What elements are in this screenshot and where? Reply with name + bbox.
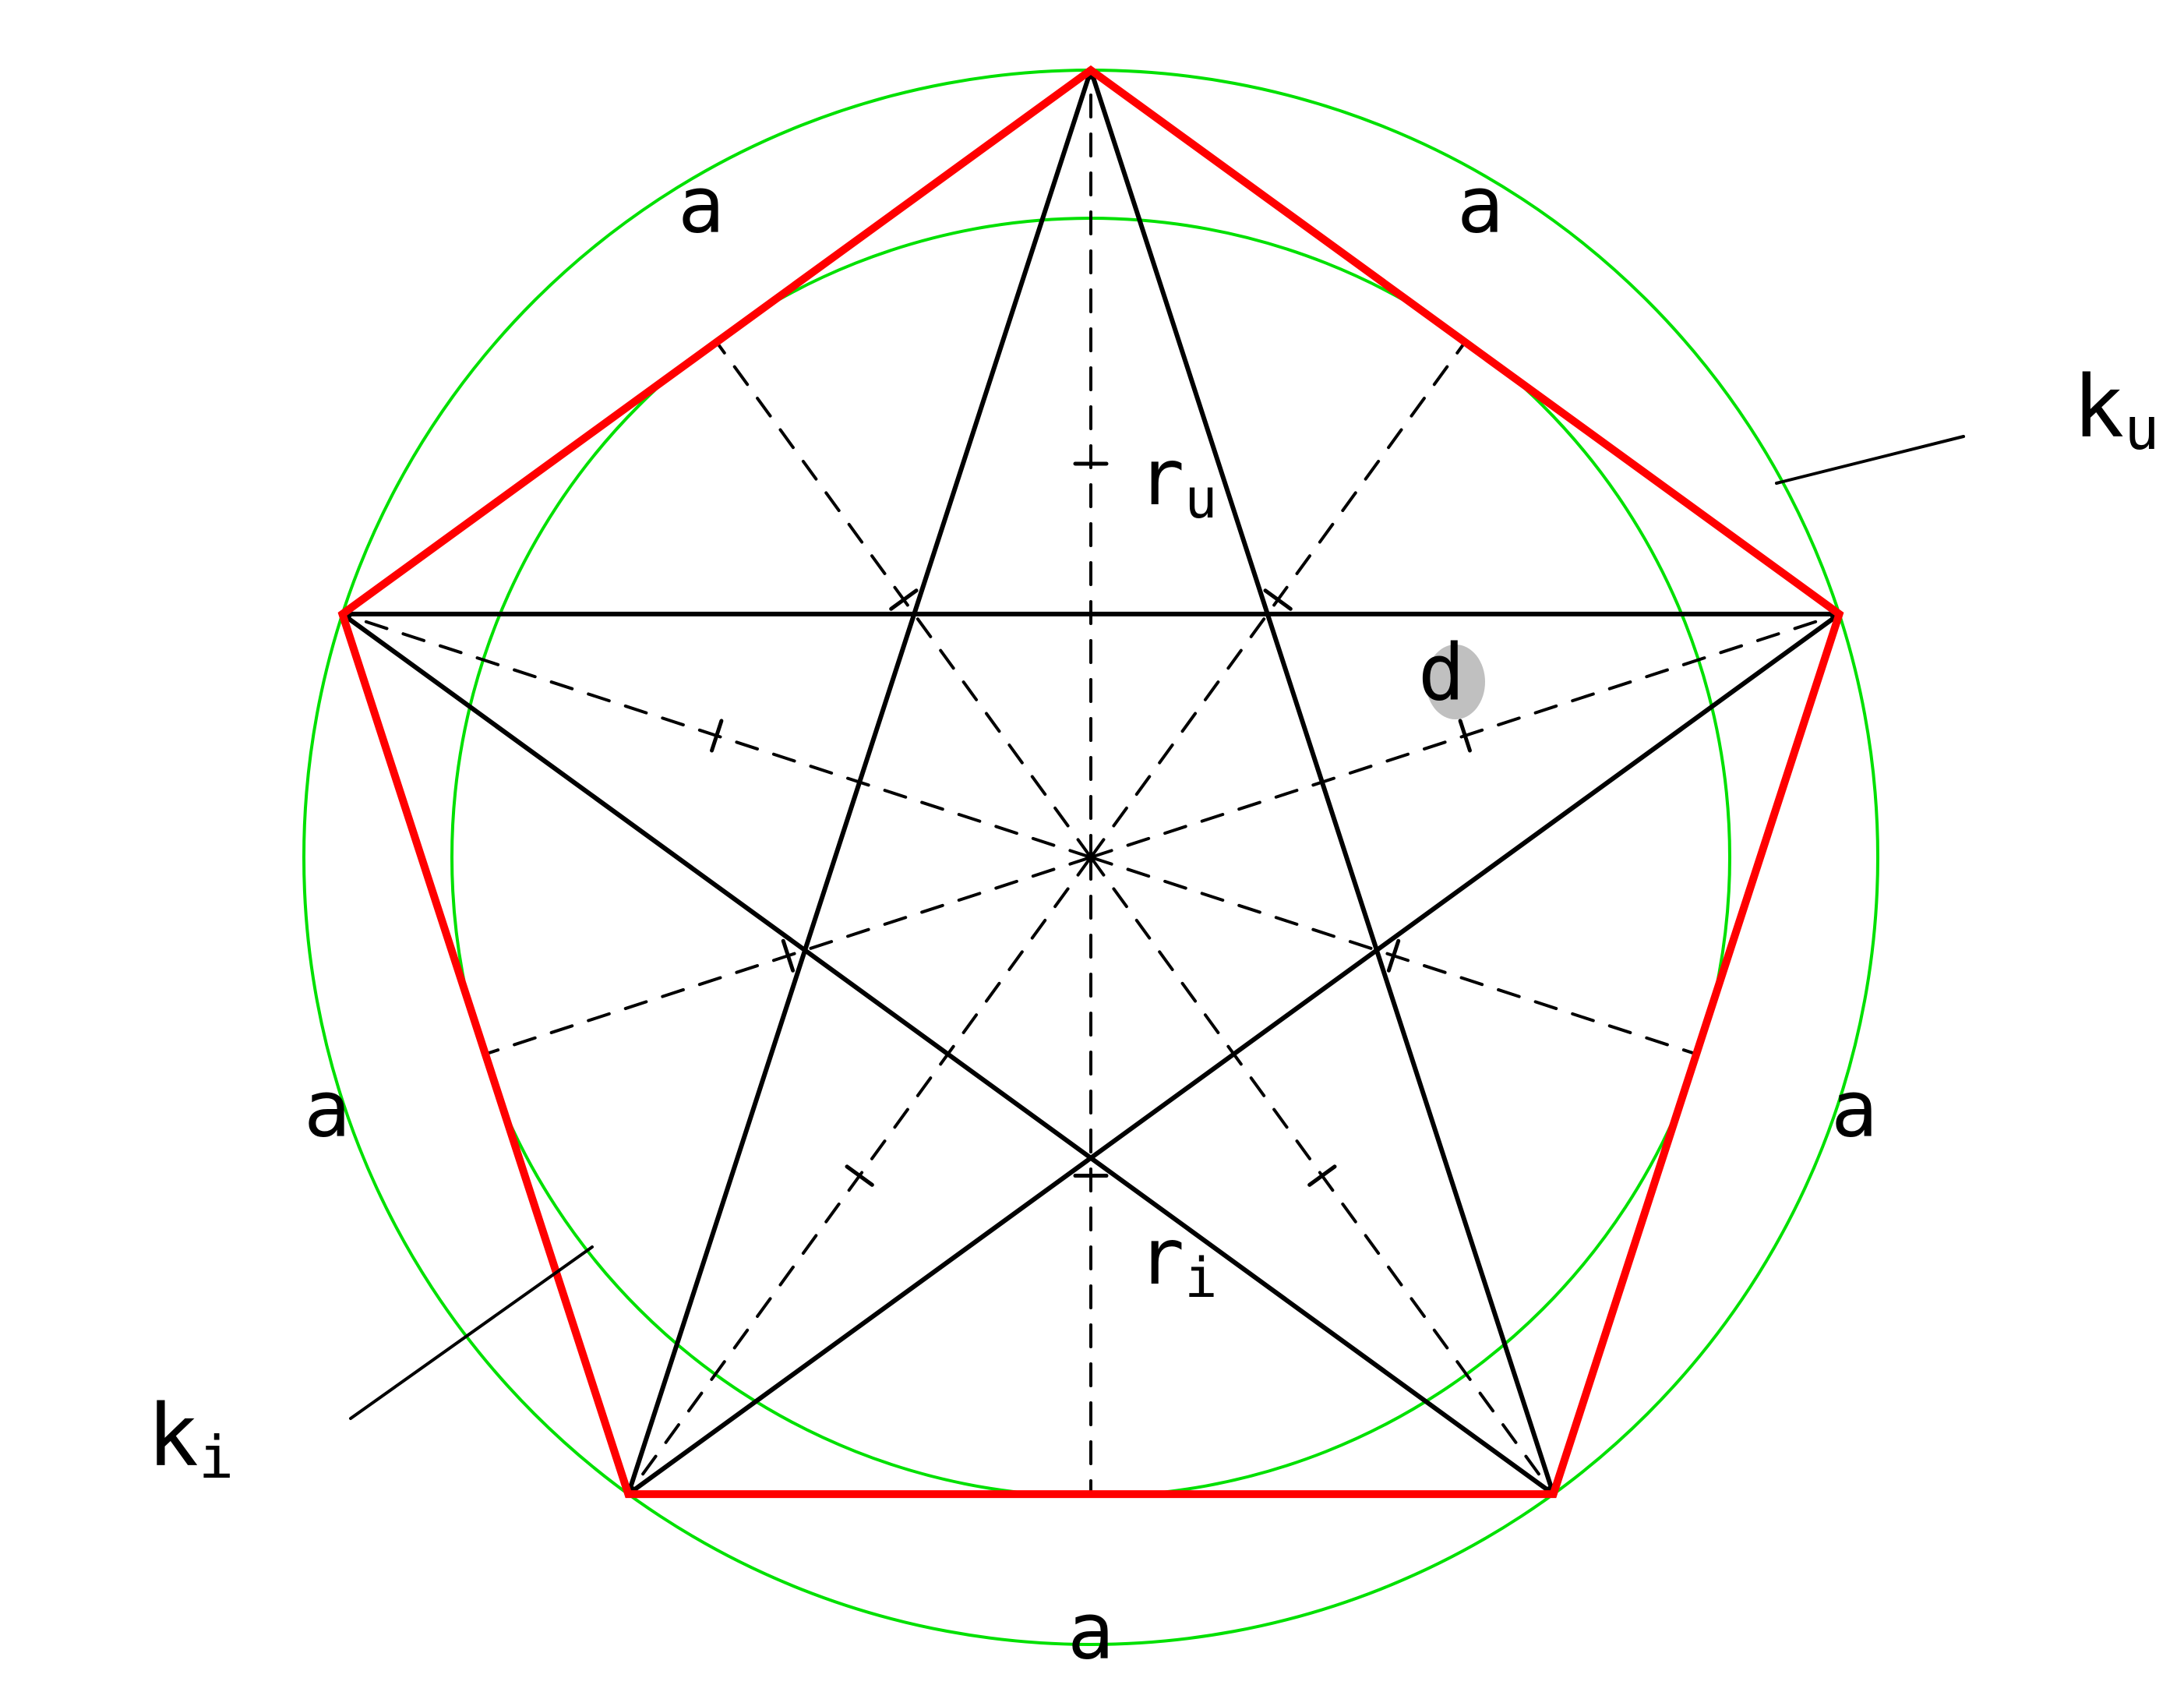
label-side-a: a [1457,159,1504,250]
label-side-a: a [1067,1585,1114,1676]
label-side-a: a [304,1063,351,1154]
label-d: d [1418,627,1465,718]
label-side-a: a [678,159,725,250]
label-side-a: a [1831,1063,1878,1154]
